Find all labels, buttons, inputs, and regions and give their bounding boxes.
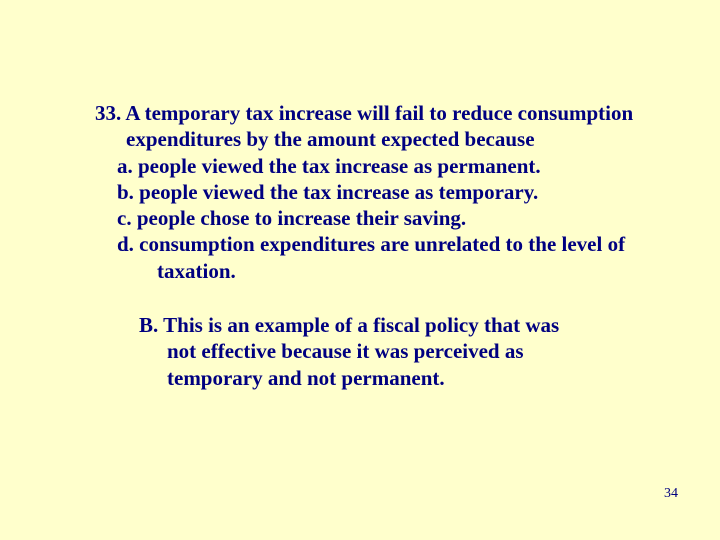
question-block: 33. A temporary tax increase will fail t… — [95, 100, 635, 284]
choice-c: c. people chose to increase their saving… — [95, 205, 635, 231]
answer-block: B. This is an example of a fiscal policy… — [112, 312, 592, 391]
slide-container: 33. A temporary tax increase will fail t… — [0, 0, 720, 540]
choice-a: a. people viewed the tax increase as per… — [95, 153, 635, 179]
answer-text: B. This is an example of a fiscal policy… — [112, 312, 592, 391]
page-number: 34 — [664, 486, 678, 502]
question-stem: 33. A temporary tax increase will fail t… — [95, 100, 635, 153]
choice-b: b. people viewed the tax increase as tem… — [95, 179, 635, 205]
choice-d: d. consumption expenditures are unrelate… — [95, 231, 635, 284]
